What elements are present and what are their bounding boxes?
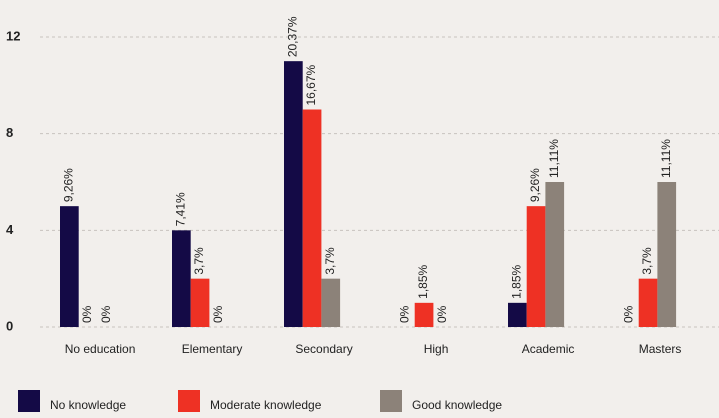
legend-label: Good knowledge	[412, 398, 502, 412]
bar	[526, 206, 546, 327]
data-label: 20,37%	[286, 16, 300, 57]
data-label: 3,7%	[192, 247, 206, 275]
x-tick-label: No education	[65, 342, 136, 356]
legend-label: Moderate knowledge	[210, 398, 322, 412]
x-tick-label: Elementary	[182, 342, 243, 356]
bar	[60, 206, 79, 327]
bar	[638, 278, 658, 327]
data-label: 7,41%	[174, 192, 188, 226]
data-label: 11,11%	[659, 139, 673, 178]
data-label: 0%	[99, 305, 113, 323]
data-label: 0%	[435, 305, 449, 323]
bar	[172, 230, 191, 327]
data-label: 1,85%	[416, 264, 430, 298]
x-tick-label: Academic	[522, 342, 575, 356]
data-label: 0%	[211, 305, 225, 323]
x-tick-label: High	[424, 342, 449, 356]
bar	[321, 278, 341, 327]
data-label: 0%	[398, 305, 412, 323]
data-label: 11,11%	[547, 139, 561, 178]
legend-swatch	[380, 390, 402, 412]
legend-swatch	[178, 390, 200, 412]
y-tick-label: 0	[6, 318, 13, 333]
bar	[657, 182, 677, 327]
bar	[508, 302, 527, 327]
data-label: 9,26%	[528, 168, 542, 202]
data-label: 3,7%	[640, 247, 654, 275]
y-tick-label: 4	[6, 222, 14, 237]
bar	[545, 182, 565, 327]
data-label: 0%	[622, 305, 636, 323]
data-label: 16,67%	[304, 64, 318, 105]
bar	[284, 61, 303, 328]
x-tick-label: Secondary	[295, 342, 352, 356]
data-label: 3,7%	[323, 247, 337, 275]
data-label: 9,26%	[62, 168, 76, 202]
y-tick-label: 8	[6, 125, 13, 140]
y-tick-label: 12	[6, 28, 20, 43]
bar	[414, 302, 434, 327]
legend-label: No knowledge	[50, 398, 126, 412]
x-tick-label: Masters	[639, 342, 682, 356]
data-label: 0%	[80, 305, 94, 323]
bar	[190, 278, 210, 327]
legend-swatch	[18, 390, 40, 412]
bar	[302, 109, 322, 327]
data-label: 1,85%	[510, 264, 524, 298]
